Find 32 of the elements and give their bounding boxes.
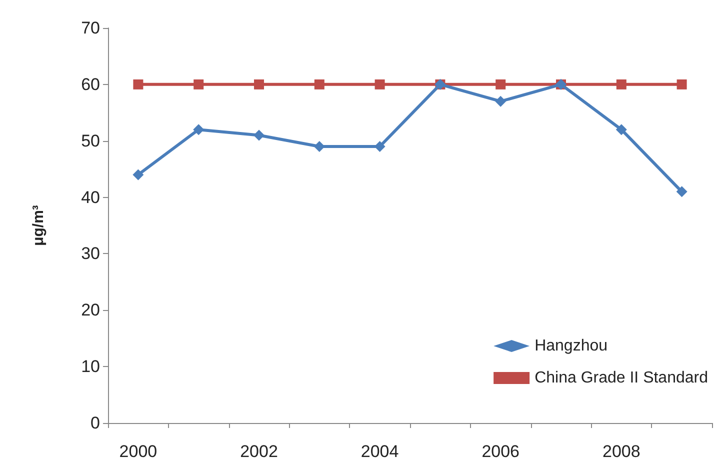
point — [676, 186, 688, 198]
point — [194, 79, 204, 90]
point — [254, 79, 264, 90]
x-tick-label: 2006 — [482, 442, 520, 461]
y-tick-label: 50 — [81, 131, 100, 150]
point — [314, 141, 325, 152]
point — [314, 79, 324, 90]
point — [132, 169, 144, 180]
point — [616, 124, 627, 136]
point — [374, 141, 386, 152]
point — [495, 96, 506, 107]
y-tick-label: 60 — [81, 74, 100, 94]
y-tick-label: 30 — [81, 244, 100, 264]
legend-label: Hangzhou — [534, 338, 608, 354]
x-tick-label: 2004 — [360, 442, 399, 461]
point — [133, 79, 144, 90]
y-tick-label: 0 — [90, 414, 100, 432]
y-tick-label: 10 — [81, 357, 100, 376]
legend-label: China Grade II Standard — [534, 370, 708, 386]
y-tick-label: 70 — [81, 18, 100, 38]
point — [254, 130, 264, 141]
x-tick-label: 2000 — [119, 442, 158, 461]
point — [676, 79, 687, 90]
point — [374, 79, 385, 90]
x-tick-label: 2002 — [240, 442, 278, 461]
point — [616, 79, 626, 90]
point — [496, 79, 506, 90]
point — [193, 124, 204, 136]
y-axis-title: μg/m³ — [30, 205, 47, 246]
x-tick-label: 2008 — [602, 442, 640, 461]
y-tick-label: 20 — [81, 300, 100, 320]
y-tick-label: 40 — [81, 188, 100, 207]
